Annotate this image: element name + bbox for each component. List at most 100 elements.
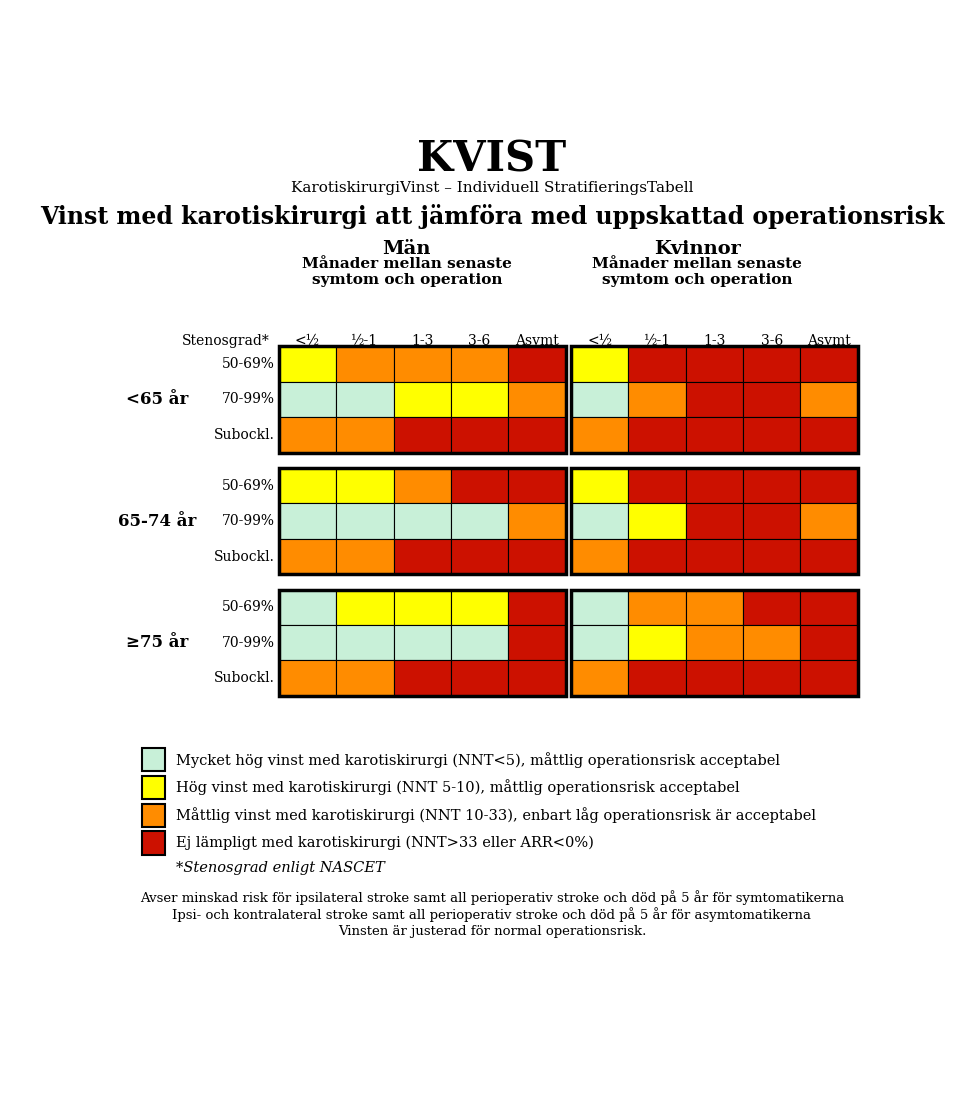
Bar bbox=[278, 468, 336, 504]
Bar bbox=[336, 346, 394, 381]
Text: 50-69%: 50-69% bbox=[222, 478, 275, 493]
Text: ½-1: ½-1 bbox=[643, 334, 671, 348]
Bar bbox=[278, 539, 336, 574]
Text: Mycket hög vinst med karotiskirurgi (NNT<5), måttlig operationsrisk acceptabel: Mycket hög vinst med karotiskirurgi (NNT… bbox=[176, 752, 780, 768]
Bar bbox=[278, 346, 336, 381]
Bar bbox=[801, 539, 858, 574]
Bar bbox=[451, 504, 508, 539]
Text: <½: <½ bbox=[588, 334, 612, 348]
Text: Måttlig vinst med karotiskirurgi (NNT 10-33), enbart låg operationsrisk är accep: Måttlig vinst med karotiskirurgi (NNT 10… bbox=[176, 808, 816, 823]
Text: KarotiskirurgiVinst – Individuell StratifieringsTabell: KarotiskirurgiVinst – Individuell Strati… bbox=[291, 181, 693, 195]
Bar bbox=[142, 776, 165, 799]
Bar bbox=[394, 381, 451, 418]
Text: 50-69%: 50-69% bbox=[222, 357, 275, 371]
Bar bbox=[743, 468, 801, 504]
Bar bbox=[685, 418, 743, 453]
Bar bbox=[508, 539, 565, 574]
Bar bbox=[685, 468, 743, 504]
Bar bbox=[801, 660, 858, 695]
Bar bbox=[685, 660, 743, 695]
Bar bbox=[278, 590, 336, 625]
Text: 70-99%: 70-99% bbox=[222, 636, 275, 650]
Bar bbox=[629, 590, 685, 625]
Bar bbox=[629, 468, 685, 504]
Bar bbox=[571, 346, 858, 453]
Bar bbox=[394, 590, 451, 625]
Text: Kvinnor: Kvinnor bbox=[654, 240, 741, 258]
Bar bbox=[508, 468, 565, 504]
Text: 3-6: 3-6 bbox=[760, 334, 783, 348]
Bar bbox=[629, 504, 685, 539]
Text: Vinst med karotiskirurgi att jämföra med uppskattad operationsrisk: Vinst med karotiskirurgi att jämföra med… bbox=[39, 205, 945, 229]
Bar bbox=[629, 539, 685, 574]
Text: *Stenosgrad enligt NASCET: *Stenosgrad enligt NASCET bbox=[176, 862, 385, 875]
Bar bbox=[685, 539, 743, 574]
Text: 70-99%: 70-99% bbox=[222, 515, 275, 528]
Bar bbox=[278, 660, 336, 695]
Bar bbox=[571, 504, 629, 539]
Bar bbox=[142, 803, 165, 826]
Text: Asymt: Asymt bbox=[516, 334, 559, 348]
Text: Ej lämpligt med karotiskirurgi (NNT>33 eller ARR<0%): Ej lämpligt med karotiskirurgi (NNT>33 e… bbox=[176, 835, 593, 850]
Bar bbox=[278, 346, 565, 453]
Bar bbox=[743, 590, 801, 625]
Bar bbox=[451, 468, 508, 504]
Text: Avser minskad risk för ipsilateral stroke samt all perioperativ stroke och död p: Avser minskad risk för ipsilateral strok… bbox=[140, 890, 844, 905]
Bar bbox=[451, 539, 508, 574]
Bar bbox=[508, 590, 565, 625]
Bar bbox=[801, 381, 858, 418]
Bar bbox=[336, 504, 394, 539]
Bar bbox=[685, 346, 743, 381]
Bar bbox=[508, 625, 565, 660]
Bar bbox=[508, 346, 565, 381]
Bar bbox=[278, 504, 336, 539]
Bar bbox=[571, 381, 629, 418]
Bar bbox=[336, 418, 394, 453]
Bar bbox=[336, 539, 394, 574]
Bar bbox=[743, 346, 801, 381]
Bar bbox=[394, 504, 451, 539]
Bar bbox=[629, 660, 685, 695]
Bar bbox=[685, 504, 743, 539]
Text: Män: Män bbox=[382, 240, 431, 258]
Bar bbox=[394, 539, 451, 574]
Text: ½-1: ½-1 bbox=[351, 334, 378, 348]
Bar bbox=[685, 625, 743, 660]
Bar bbox=[508, 381, 565, 418]
Bar bbox=[278, 590, 565, 695]
Bar bbox=[743, 539, 801, 574]
Bar bbox=[743, 504, 801, 539]
Bar bbox=[801, 468, 858, 504]
Text: KVIST: KVIST bbox=[418, 139, 566, 181]
Bar bbox=[801, 625, 858, 660]
Bar bbox=[571, 625, 629, 660]
Text: Vinsten är justerad för normal operationsrisk.: Vinsten är justerad för normal operation… bbox=[338, 925, 646, 938]
Bar bbox=[801, 504, 858, 539]
Bar bbox=[801, 346, 858, 381]
Text: 70-99%: 70-99% bbox=[222, 392, 275, 407]
Bar bbox=[508, 660, 565, 695]
Bar bbox=[394, 625, 451, 660]
Bar bbox=[685, 590, 743, 625]
Text: ≥75 år: ≥75 år bbox=[126, 635, 188, 651]
Bar bbox=[743, 418, 801, 453]
Text: 1-3: 1-3 bbox=[704, 334, 726, 348]
Bar bbox=[629, 418, 685, 453]
Bar bbox=[451, 590, 508, 625]
Text: Subockl.: Subockl. bbox=[214, 671, 275, 685]
Bar bbox=[394, 468, 451, 504]
Bar bbox=[278, 418, 336, 453]
Bar bbox=[629, 346, 685, 381]
Bar bbox=[629, 625, 685, 660]
Bar bbox=[801, 418, 858, 453]
Bar bbox=[142, 748, 165, 771]
Bar bbox=[394, 418, 451, 453]
Bar bbox=[743, 660, 801, 695]
Text: 50-69%: 50-69% bbox=[222, 601, 275, 614]
Bar bbox=[451, 381, 508, 418]
Bar bbox=[451, 660, 508, 695]
Text: 1-3: 1-3 bbox=[411, 334, 433, 348]
Bar bbox=[451, 625, 508, 660]
Bar bbox=[743, 625, 801, 660]
Bar bbox=[451, 418, 508, 453]
